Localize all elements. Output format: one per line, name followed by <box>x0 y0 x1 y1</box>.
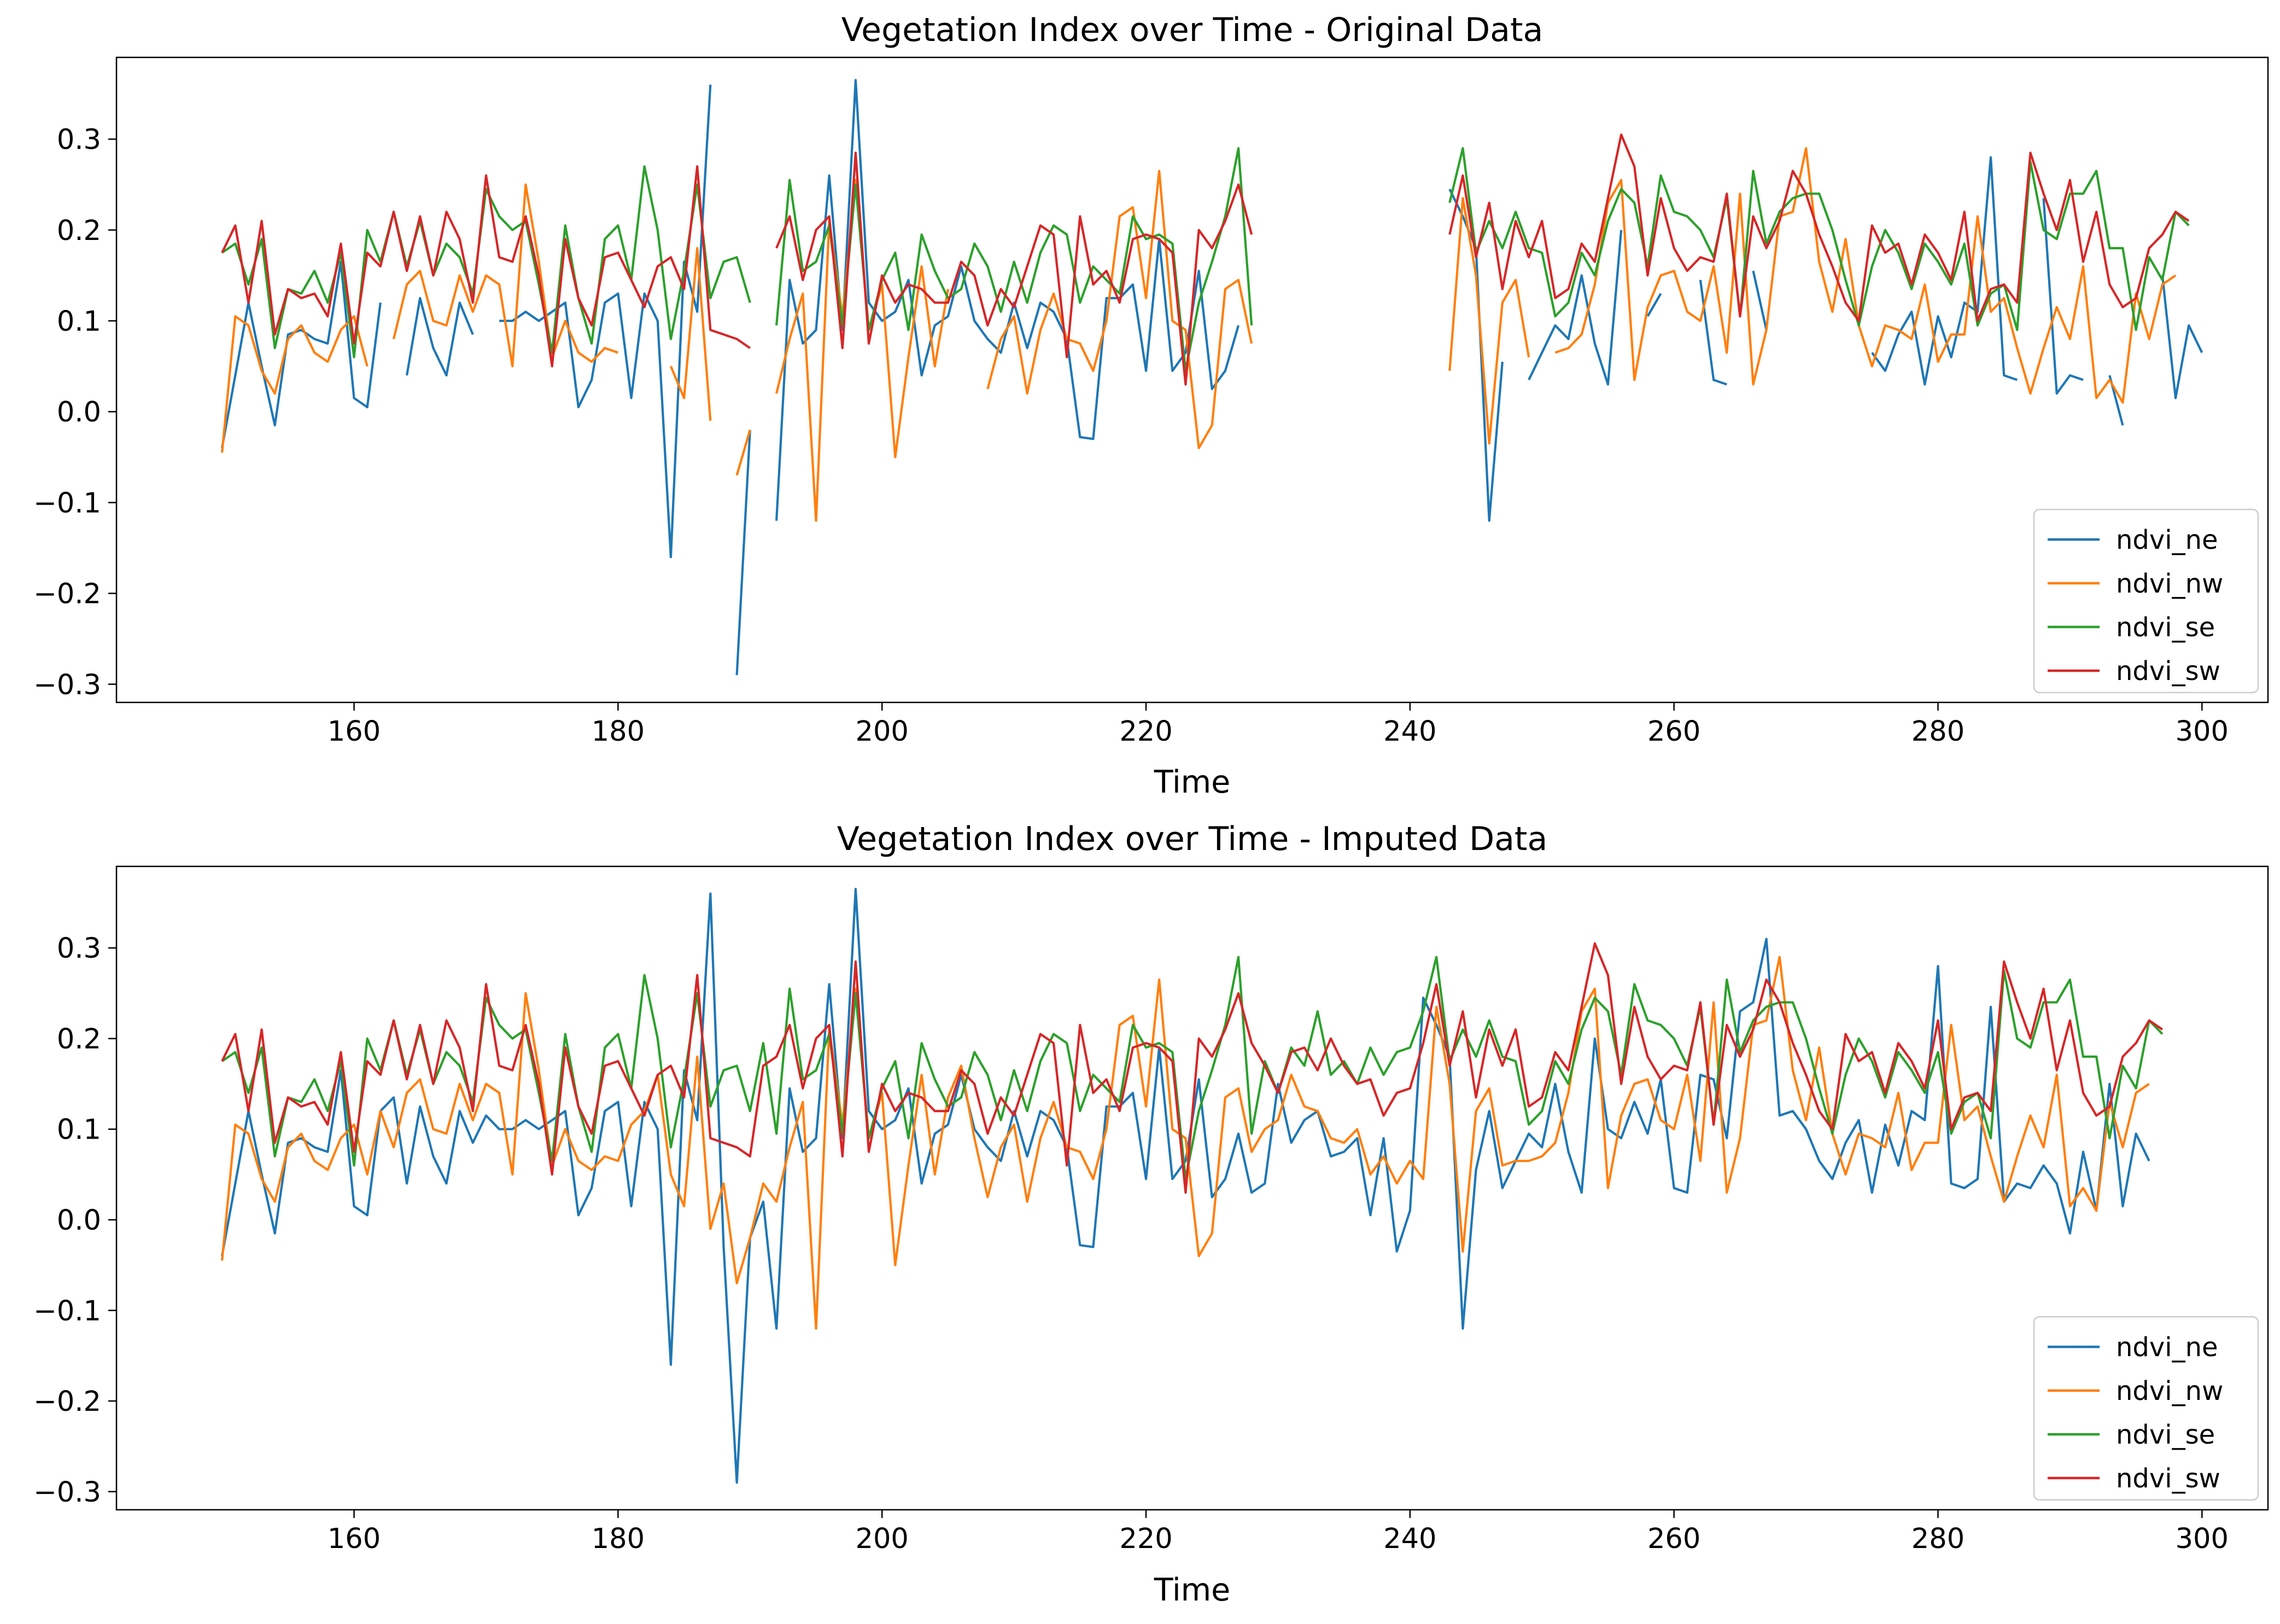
legend: ndvi_ne ndvi_nw ndvi_se ndvi_sw <box>2033 508 2259 694</box>
series-line-ndvi_se <box>221 147 2190 372</box>
y-tick-label: −0.3 <box>33 1476 101 1509</box>
x-tick-label: 280 <box>1911 716 1965 748</box>
chart-title: Vegetation Index over Time - Imputed Dat… <box>837 820 1547 858</box>
x-tick-label: 160 <box>328 1523 381 1555</box>
legend-label-ndvi_sw: ndvi_sw <box>2116 1463 2220 1494</box>
x-tick-label: 280 <box>1911 1523 1965 1555</box>
series-group <box>221 79 2203 676</box>
x-tick-label: 220 <box>1119 1523 1172 1555</box>
x-tick-label: 240 <box>1383 1523 1436 1555</box>
x-tick-label: 200 <box>856 716 909 748</box>
y-tick-label: 0.3 <box>57 933 101 965</box>
legend-label-ndvi_se: ndvi_se <box>2116 612 2215 643</box>
legend-box <box>2033 1316 2259 1501</box>
chart-title: Vegetation Index over Time - Original Da… <box>841 11 1543 49</box>
y-tick-label: −0.2 <box>33 578 101 611</box>
x-tick-label: 160 <box>328 716 381 748</box>
y-tick-label: 0.0 <box>57 396 101 429</box>
y-tick-label: −0.1 <box>33 1295 101 1327</box>
x-tick-label: 200 <box>856 1523 909 1555</box>
chart-imputed: Vegetation Index over Time - Imputed Dat… <box>33 820 2269 1608</box>
legend-label-ndvi_ne: ndvi_ne <box>2116 1332 2218 1363</box>
series-line-ndvi_sw <box>221 133 2190 386</box>
plot-frame <box>115 56 2269 703</box>
series-line-ndvi_nw <box>221 147 2177 522</box>
x-tick-label: 220 <box>1119 716 1172 748</box>
x-tick-label: 260 <box>1647 1523 1700 1555</box>
legend-label-ndvi_se: ndvi_se <box>2116 1420 2215 1450</box>
y-tick-label: −0.2 <box>33 1386 101 1418</box>
x-tick-label: 260 <box>1647 716 1700 748</box>
series-line-ndvi_nw <box>221 955 2150 1330</box>
x-tick-label: 240 <box>1383 716 1436 748</box>
y-tick-label: 0.2 <box>57 1023 101 1056</box>
y-tick-label: 0.3 <box>57 124 101 156</box>
legend: ndvi_ne ndvi_nw ndvi_se ndvi_sw <box>2033 1316 2259 1501</box>
legend-box <box>2033 508 2259 694</box>
x-tick-label: 300 <box>2176 1523 2229 1555</box>
x-tick-label: 180 <box>592 716 645 748</box>
series-line-ndvi_ne <box>221 79 2203 676</box>
y-tick-label: 0.1 <box>57 1114 101 1146</box>
series-group <box>221 888 2164 1484</box>
legend-label-ndvi_ne: ndvi_ne <box>2116 525 2218 555</box>
y-tick-label: −0.1 <box>33 487 101 519</box>
y-tick-label: 0.0 <box>57 1205 101 1237</box>
x-tick-label: 300 <box>2176 716 2229 748</box>
x-axis-label: Time <box>1154 1572 1231 1608</box>
series-line-ndvi_ne <box>221 888 2150 1484</box>
x-tick-label: 180 <box>592 1523 645 1555</box>
series-line-ndvi_sw <box>221 942 2164 1194</box>
legend-label-ndvi_nw: ndvi_nw <box>2116 568 2223 599</box>
plot-frame <box>115 865 2269 1511</box>
legend-label-ndvi_nw: ndvi_nw <box>2116 1376 2223 1406</box>
y-tick-label: 0.1 <box>57 306 101 338</box>
chart-original: Vegetation Index over Time - Original Da… <box>33 11 2269 800</box>
y-tick-label: −0.3 <box>33 669 101 701</box>
x-axis-label: Time <box>1154 764 1231 800</box>
legend-label-ndvi_sw: ndvi_sw <box>2116 656 2220 687</box>
y-tick-label: 0.2 <box>57 215 101 247</box>
